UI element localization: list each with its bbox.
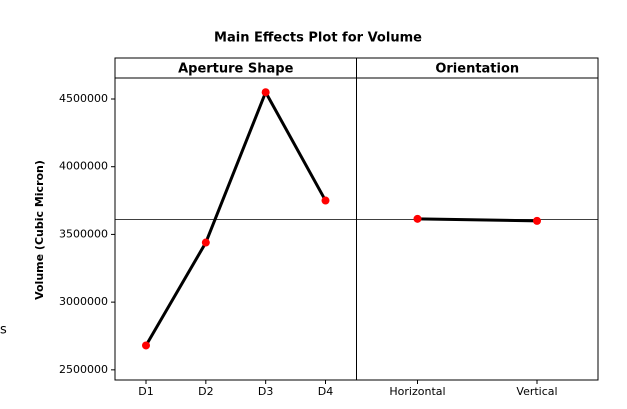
point <box>261 88 270 97</box>
point <box>201 238 210 247</box>
x-tick-label: Vertical <box>516 385 557 398</box>
point <box>533 216 541 225</box>
stray-text: s <box>0 323 7 338</box>
line <box>144 88 327 347</box>
panel-frame <box>356 77 599 381</box>
x-tick-label: D2 <box>198 385 213 398</box>
point <box>142 341 150 350</box>
panel-title: Aperture Shape <box>178 62 294 77</box>
panel-title: Orientation <box>435 62 519 77</box>
y-tick-label: 2500000 <box>59 363 108 376</box>
point <box>413 214 422 223</box>
x-tick-label: D4 <box>318 385 333 398</box>
y-tick-label: 4500000 <box>59 92 108 105</box>
x-tick-label: D3 <box>258 385 273 398</box>
x-tick-label: Horizontal <box>389 385 445 398</box>
y-tick-label: 3500000 <box>59 227 108 240</box>
line <box>417 217 538 223</box>
chart-title: Main Effects Plot for Volume <box>214 31 422 46</box>
y-tick-label: 3000000 <box>59 295 108 308</box>
y-tick-label: 4000000 <box>59 160 108 173</box>
y-axis-label: Volume (Cubic Micron) <box>33 160 46 300</box>
x-tick-label: D1 <box>138 385 153 398</box>
point <box>321 196 330 205</box>
